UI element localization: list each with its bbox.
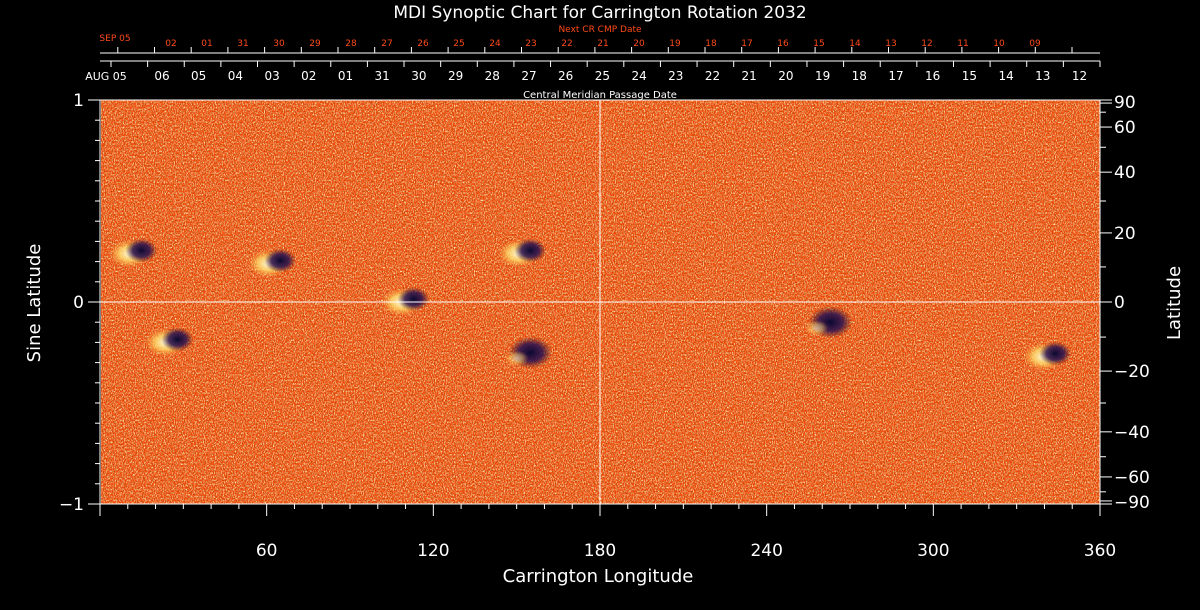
cmp-date-label: 27 [521,69,536,83]
y-right-tick-label: −20 [1114,362,1150,382]
cmp-axis: 06 05 04 03 02 01 31 30 29 28 27 26 25 24 23 22 21 20 19 18… [100,60,1101,83]
next-cmp-date-label: 30 [273,39,285,49]
x-axis: 60 120 180 240 300 360 [99,504,1116,561]
next-cmp-date-label: 23 [525,39,536,49]
cmp-date-label: 14 [998,69,1013,83]
next-cmp-date-label: 29 [309,39,321,49]
cmp-date-label: 31 [375,69,390,83]
cmp-date-label: 16 [925,69,940,83]
x-tick-label: 240 [750,541,782,561]
y-right-tick-label: 0 [1114,293,1125,313]
active-region [248,248,297,278]
next-cmp-date-label: 27 [381,39,392,49]
next-cmp-date-label: 09 [1029,39,1041,49]
y-axis-left: 1 0 −1 [59,91,100,515]
next-cmp-date-label: 25 [453,39,464,49]
cmp-date-label: 26 [558,69,573,83]
x-axis-label: Carrington Longitude [503,566,694,587]
active-region [504,336,553,369]
cmp-axis-title: Central Meridian Passage Date [523,90,677,101]
active-region [145,327,194,357]
next-cmp-date-label: 11 [957,39,968,49]
cmp-date-label: 22 [705,69,720,83]
chart-title: MDI Synoptic Chart for Carrington Rotati… [393,3,806,23]
y-axis-right: 90 60 40 20 0 −20 −40 −60 −90 [1100,93,1150,513]
y-right-tick-label: 90 [1114,93,1136,113]
active-region [109,238,158,268]
cmp-date-label: 24 [631,69,646,83]
next-cmp-date-label: 01 [201,39,212,49]
active-region [804,306,853,339]
cmp-date-label: 20 [778,69,793,83]
y-left-tick-label: 1 [73,91,84,111]
y-axis-label-left: Sine Latitude [24,244,45,363]
next-cmp-date-label: 02 [165,39,176,49]
y-right-tick-label: 40 [1114,163,1136,183]
cmp-date-label: 01 [338,69,353,83]
next-cmp-date-label: 18 [705,39,717,49]
cmp-date-label: 18 [852,69,867,83]
next-cmp-date-label: 14 [849,39,861,49]
x-tick-label: 360 [1084,541,1116,561]
next-cmp-date-label: 22 [561,39,572,49]
y-right-tick-label: −60 [1114,468,1150,488]
cmp-date-label: 05 [191,69,206,83]
x-tick-label: 180 [584,541,616,561]
next-cmp-date-label: 31 [237,39,248,49]
next-cmp-date-label: 12 [921,39,932,49]
cmp-date-label: 23 [668,69,683,83]
active-region [498,238,547,268]
next-cmp-date-label: 24 [489,39,501,49]
next-cmp-date-label: 20 [633,39,645,49]
y-axis-label-right: Latitude [1164,266,1185,340]
next-cmp-date-label: 16 [777,39,789,49]
next-cmp-date-label: 10 [993,39,1005,49]
next-cmp-date-label: 19 [669,39,681,49]
cmp-date-label: 06 [154,69,169,83]
next-cmp-date-label: 26 [417,39,429,49]
cmp-date-label: 03 [264,69,279,83]
cmp-date-label: 02 [301,69,316,83]
x-tick-label: 300 [917,541,949,561]
cmp-date-label: 17 [888,69,903,83]
cmp-date-label: 28 [485,69,500,83]
next-cmp-date-label: 21 [597,39,608,49]
x-tick-label: 120 [417,541,449,561]
next-cmp-date-label: 15 [813,39,824,49]
y-right-tick-label: 20 [1114,224,1136,244]
cmp-date-label: 19 [815,69,830,83]
cmp-date-label: 30 [411,69,426,83]
cmp-date-label: 15 [962,69,977,83]
next-cmp-start-label: SEP 05 [99,34,130,44]
active-region [1023,341,1072,371]
next-cmp-date-label: 17 [741,39,752,49]
next-cmp-axis: 02 01 31 30 29 28 27 26 25 24 23 22 21 20 19 18 17 16 15 14… [100,39,1100,54]
cmp-date-label: 04 [228,69,243,83]
x-tick-label: 60 [256,541,278,561]
y-left-tick-label: 0 [73,293,84,313]
y-right-tick-label: 60 [1114,118,1136,138]
next-cmp-axis-title: Next CR CMP Date [558,25,642,35]
cmp-start-label: AUG 05 [85,70,127,83]
cmp-date-label: 21 [742,69,757,83]
grid-lines [100,100,1100,504]
cmp-date-label: 12 [1072,69,1087,83]
y-right-tick-label: −90 [1114,493,1150,513]
y-left-tick-label: −1 [59,495,84,515]
next-cmp-date-label: 28 [345,39,357,49]
cmp-date-label: 13 [1035,69,1050,83]
cmp-date-label: 25 [595,69,610,83]
cmp-date-label: 29 [448,69,463,83]
next-cmp-date-label: 13 [885,39,896,49]
y-right-tick-label: −40 [1114,423,1150,443]
